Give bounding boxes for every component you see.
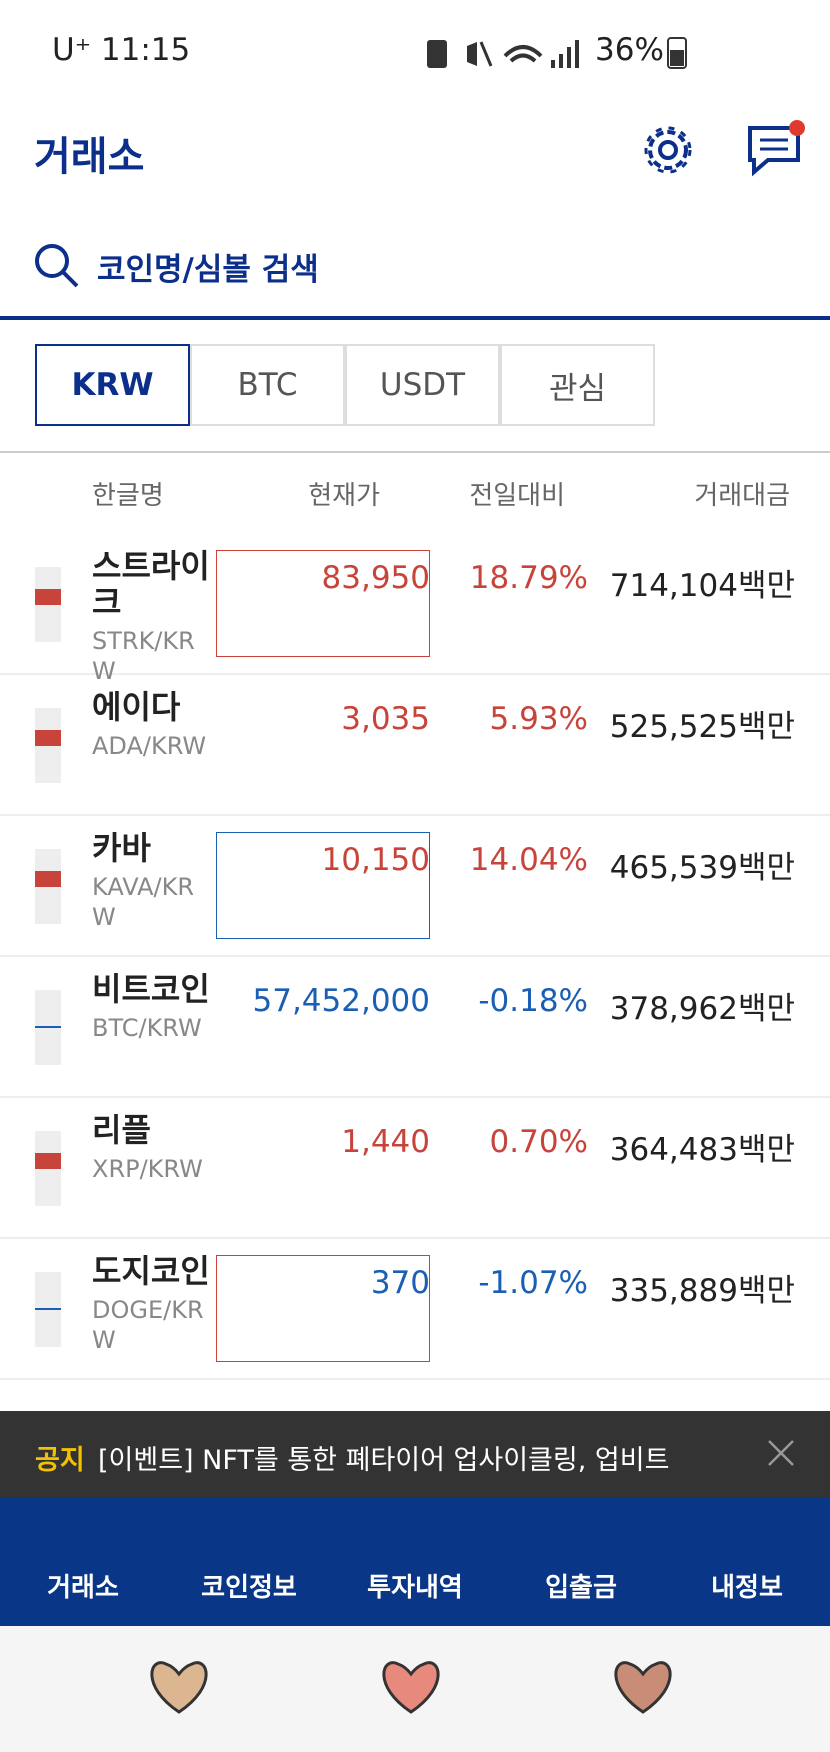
nav-label: 내정보 <box>711 1573 783 1603</box>
change-rate: -1.07% <box>478 1265 588 1301</box>
coin-symbol: ADA/KRW <box>92 732 207 760</box>
current-price: 370 <box>370 1265 430 1301</box>
trade-volume: 465,539백만 <box>609 850 795 886</box>
coin-row[interactable]: 도지코인 DOGE/KRW 370 -1.07% 335,889백만 <box>0 1239 830 1380</box>
search-underline <box>0 316 830 320</box>
messages-button[interactable] <box>746 118 808 178</box>
mini-candle <box>35 990 61 1065</box>
coin-symbol: XRP/KRW <box>92 1155 203 1183</box>
mini-candle <box>35 567 61 642</box>
market-tab[interactable]: KRW <box>35 344 190 426</box>
trade-volume: 378,962백만 <box>609 991 795 1027</box>
coin-row[interactable]: 에이다 ADA/KRW 3,035 5.93% 525,525백만 <box>0 675 830 816</box>
coin-row[interactable]: 리플 XRP/KRW 1,440 0.70% 364,483백만 <box>0 1098 830 1239</box>
coin-name: 에이다 <box>92 688 181 726</box>
market-tab[interactable]: USDT <box>345 344 500 426</box>
coin-name: 비트코인 <box>92 970 210 1008</box>
column-header[interactable]: 현재가 <box>308 481 380 511</box>
coin-row[interactable]: 카바 KAVA/KRW 10,150 14.04% 465,539백만 <box>0 816 830 957</box>
candle-body <box>35 1153 61 1169</box>
trade-volume: 525,525백만 <box>609 709 795 745</box>
change-rate: 18.79% <box>469 560 588 596</box>
column-header[interactable]: 전일대비 <box>469 481 565 511</box>
trade-volume: 335,889백만 <box>609 1273 795 1309</box>
nav-label: 코인정보 <box>201 1573 297 1603</box>
change-rate: -0.18% <box>478 983 588 1019</box>
notice-bar[interactable]: 공지 [이벤트] NFT를 통한 폐타이어 업사이클링, 업비트 X... <box>0 1411 830 1497</box>
status-icons <box>427 40 579 68</box>
column-header[interactable]: 거래대금 <box>694 481 790 511</box>
current-price: 3,035 <box>341 701 430 737</box>
market-tab[interactable]: BTC <box>190 344 345 426</box>
system-bar <box>0 1626 830 1752</box>
bottom-nav: 거래소 코인정보 투자내역 입출금 내정보 <box>0 1497 830 1626</box>
divider <box>0 451 830 453</box>
coin-symbol: STRK/KRW <box>92 627 195 685</box>
nav-label: 투자내역 <box>367 1573 463 1603</box>
settings-button[interactable] <box>640 122 696 178</box>
mini-candle <box>35 1272 61 1347</box>
coin-name: 스트라이크 <box>92 547 210 621</box>
notice-label: 공지 <box>35 1445 85 1476</box>
coin-name: 카바 <box>92 829 151 867</box>
mini-candle <box>35 708 61 783</box>
search-icon[interactable] <box>33 242 81 290</box>
price-flash <box>216 832 430 939</box>
coin-symbol: DOGE/KRW <box>92 1296 204 1354</box>
change-rate: 5.93% <box>489 701 588 737</box>
notice-text: [이벤트] NFT를 통한 폐타이어 업사이클링, 업비트 X... <box>98 1445 678 1476</box>
nav-item[interactable]: 입출금 <box>498 1497 664 1626</box>
current-price: 1,440 <box>341 1124 430 1160</box>
change-rate: 0.70% <box>489 1124 588 1160</box>
coin-name: 리플 <box>92 1111 151 1149</box>
battery-icon <box>667 37 687 69</box>
trade-volume: 364,483백만 <box>609 1132 795 1168</box>
search-input[interactable]: 코인명/심볼 검색 <box>97 252 319 288</box>
mini-candle <box>35 1131 61 1206</box>
price-flash <box>216 550 430 657</box>
nav-label: 거래소 <box>47 1573 119 1603</box>
current-price: 57,452,000 <box>252 983 431 1019</box>
column-header[interactable]: 한글명 <box>92 481 164 511</box>
price-flash <box>216 1255 430 1362</box>
candle-body <box>35 1308 61 1310</box>
nav-label: 입출금 <box>545 1573 617 1603</box>
page-title: 거래소 <box>34 134 145 180</box>
nav-item[interactable]: 내정보 <box>664 1497 830 1626</box>
candle-body <box>35 589 61 605</box>
battery-level: 36% <box>595 32 664 68</box>
coin-row[interactable]: 비트코인 BTC/KRW 57,452,000 -0.18% 378,962백만 <box>0 957 830 1098</box>
mini-candle <box>35 849 61 924</box>
market-tab[interactable]: 관심 <box>500 344 655 426</box>
status-time: U⁺ 11:15 <box>52 32 191 68</box>
coin-symbol: KAVA/KRW <box>92 873 194 931</box>
nav-item[interactable]: 코인정보 <box>166 1497 332 1626</box>
candle-body <box>35 871 61 887</box>
current-price: 10,150 <box>321 842 430 878</box>
current-price: 83,950 <box>321 560 430 596</box>
nav-item[interactable]: 거래소 <box>0 1497 166 1626</box>
coin-name: 도지코인 <box>92 1252 210 1290</box>
coin-symbol: BTC/KRW <box>92 1014 202 1042</box>
change-rate: 14.04% <box>469 842 588 878</box>
candle-body <box>35 1026 61 1028</box>
trade-volume: 714,104백만 <box>609 568 795 604</box>
nav-item[interactable]: 투자내역 <box>332 1497 498 1626</box>
candle-body <box>35 730 61 746</box>
hearts <box>150 1661 672 1714</box>
coin-row[interactable]: 스트라이크 STRK/KRW 83,950 18.79% 714,104백만 <box>0 534 830 685</box>
notice-close[interactable] <box>766 1438 796 1468</box>
